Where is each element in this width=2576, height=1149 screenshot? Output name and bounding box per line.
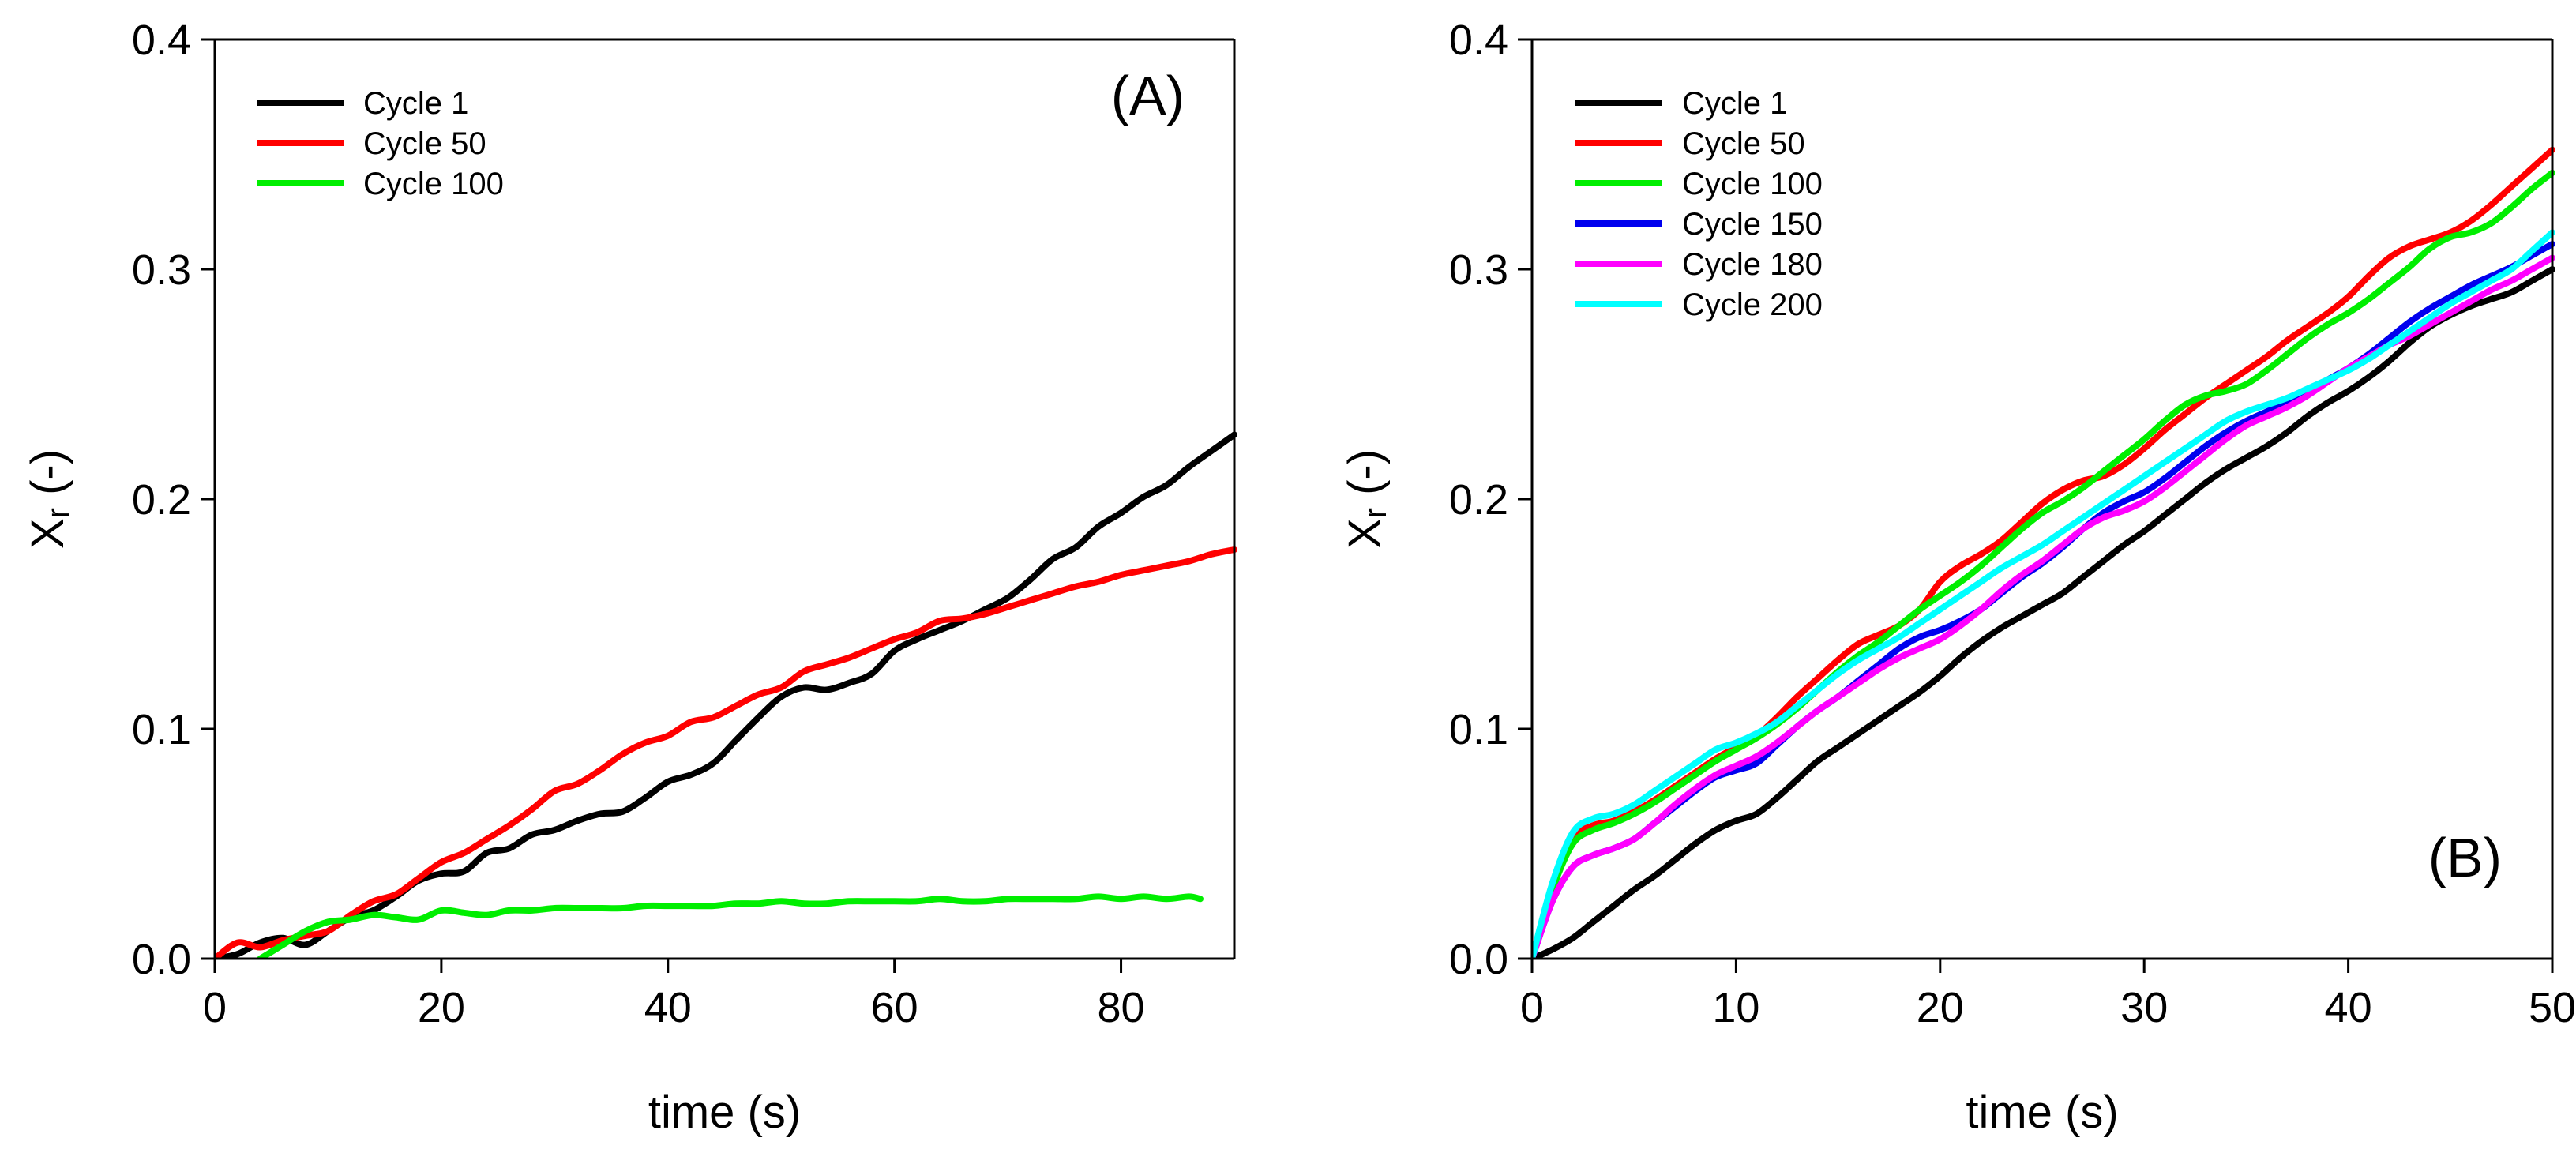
x-tick-label: 40 <box>644 984 692 1031</box>
x-tick-label: 40 <box>2325 984 2372 1031</box>
y-axis-title-main: X <box>22 518 73 549</box>
x-axis-title: time (s) <box>648 1087 801 1138</box>
x-tick-label: 20 <box>418 984 465 1031</box>
chart-panel-b: 0 10 20 30 40 50 0.0 0.1 0.2 0.3 0.4 time (s) Xr (-)… <box>1339 17 2576 1138</box>
y-axis-title-suffix: (-) <box>1339 449 1391 508</box>
series-line-3 <box>1532 169 2555 959</box>
y-axis-title-sub: r <box>1358 508 1393 518</box>
y-tick-label: 0.0 <box>1449 936 1508 983</box>
y-tick-label: 0.2 <box>1449 476 1508 524</box>
y-tick-label: 0.2 <box>132 476 191 524</box>
legend-label: Cycle 1 <box>1682 86 1787 121</box>
panel-label: (B) <box>2428 827 2502 888</box>
x-tick-label: 50 <box>2529 984 2576 1031</box>
x-tick-label: 10 <box>1712 984 1759 1031</box>
legend-label: Cycle 200 <box>1682 287 1823 322</box>
panel-label: (A) <box>1111 65 1185 126</box>
x-tick-label: 20 <box>1917 984 1964 1031</box>
chart-panel-a: 0 20 40 60 80 0.0 0.1 0.2 0.3 0.4 time (s) Xr (-) (A… <box>22 17 1237 1138</box>
x-tick-label: 60 <box>871 984 918 1031</box>
legend-label: Cycle 150 <box>1682 207 1823 242</box>
y-tick-label: 0.4 <box>1449 17 1508 64</box>
y-axis-title: Xr (-) <box>1339 449 1394 549</box>
x-tick-label: 30 <box>2120 984 2168 1031</box>
y-tick-label: 0.3 <box>1449 246 1508 294</box>
x-axis-title: time (s) <box>1966 1087 2118 1138</box>
legend-label: Cycle 100 <box>1682 167 1823 201</box>
y-axis-title-sub: r <box>41 508 76 518</box>
series-line-3 <box>257 893 1204 959</box>
legend: Cycle 1 Cycle 50 Cycle 100 <box>257 86 504 201</box>
x-tick-label: 0 <box>203 984 227 1031</box>
legend-label: Cycle 100 <box>363 167 504 201</box>
y-tick-label: 0.1 <box>1449 706 1508 753</box>
series-line-2 <box>215 546 1237 959</box>
series-line-1 <box>1532 266 2555 959</box>
legend-label: Cycle 180 <box>1682 247 1823 282</box>
y-tick-label: 0.0 <box>132 936 191 983</box>
series-line-6 <box>1532 229 2555 959</box>
legend-label: Cycle 1 <box>363 86 468 121</box>
y-tick-label: 0.1 <box>132 706 191 753</box>
y-axis-title-main: X <box>1339 518 1391 549</box>
legend: Cycle 1 Cycle 50 Cycle 100 Cycle 150 Cycle 1… <box>1575 86 1823 322</box>
y-tick-label: 0.4 <box>132 17 191 64</box>
y-axis-title-suffix: (-) <box>22 449 73 508</box>
x-tick-label: 0 <box>1520 984 1544 1031</box>
legend-label: Cycle 50 <box>363 126 486 161</box>
x-tick-label: 80 <box>1098 984 1145 1031</box>
legend-label: Cycle 50 <box>1682 126 1805 161</box>
series-line-1 <box>215 431 1237 959</box>
y-axis-title: Xr (-) <box>22 449 77 549</box>
y-tick-label: 0.3 <box>132 246 191 294</box>
